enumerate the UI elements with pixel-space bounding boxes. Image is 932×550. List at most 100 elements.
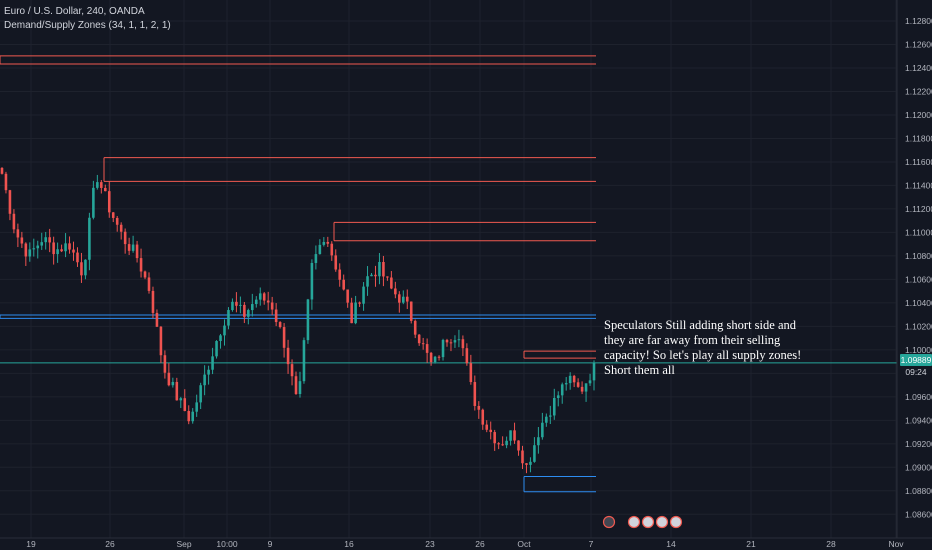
candle-body[interactable] xyxy=(453,340,457,343)
candle-body[interactable] xyxy=(556,395,560,398)
candle-body[interactable] xyxy=(302,340,306,382)
candle-body[interactable] xyxy=(8,190,12,214)
candle-body[interactable] xyxy=(155,312,159,327)
candle-body[interactable] xyxy=(580,386,584,392)
candle-body[interactable] xyxy=(48,237,51,243)
candle-body[interactable] xyxy=(282,327,286,348)
flag-icon[interactable] xyxy=(669,515,683,529)
candle-body[interactable] xyxy=(290,364,294,377)
candle-body[interactable] xyxy=(36,245,40,249)
candle-body[interactable] xyxy=(584,383,588,392)
candle-body[interactable] xyxy=(286,347,290,365)
candle-body[interactable] xyxy=(179,398,183,401)
candle-body[interactable] xyxy=(235,301,238,306)
candle-body[interactable] xyxy=(477,405,481,410)
candle-body[interactable] xyxy=(358,302,361,304)
candle-body[interactable] xyxy=(346,289,349,303)
candle-body[interactable] xyxy=(167,372,171,386)
candle-body[interactable] xyxy=(143,271,147,278)
candle-body[interactable] xyxy=(68,243,71,250)
candle-body[interactable] xyxy=(545,416,548,423)
candle-body[interactable] xyxy=(425,344,429,353)
candle-body[interactable] xyxy=(354,302,357,324)
candle-body[interactable] xyxy=(497,443,500,445)
candle-body[interactable] xyxy=(362,286,365,304)
candle-body[interactable] xyxy=(139,258,143,272)
candle-body[interactable] xyxy=(127,244,131,251)
price-axis[interactable]: 1.12800 1.12600 1.12400 1.12200 1.12000 1.118… xyxy=(905,16,932,519)
candle-body[interactable] xyxy=(4,173,8,191)
candle-body[interactable] xyxy=(560,384,564,396)
candle-body[interactable] xyxy=(398,294,401,303)
candle-body[interactable] xyxy=(521,450,524,464)
candle-body[interactable] xyxy=(111,212,115,218)
candle-body[interactable] xyxy=(52,242,55,255)
candle-body[interactable] xyxy=(314,254,318,263)
candle-body[interactable] xyxy=(576,382,580,387)
candle-body[interactable] xyxy=(80,262,83,276)
economic-event-icon[interactable] xyxy=(602,515,616,529)
candle-body[interactable] xyxy=(72,249,75,253)
candle-body[interactable] xyxy=(171,381,175,386)
candle-body[interactable] xyxy=(28,249,32,257)
candle-body[interactable] xyxy=(32,248,36,250)
candle-body[interactable] xyxy=(12,213,16,230)
candle-body[interactable] xyxy=(529,461,532,465)
candle-body[interactable] xyxy=(123,231,127,245)
candle-body[interactable] xyxy=(258,293,262,300)
candle-body[interactable] xyxy=(564,383,568,385)
candle-body[interactable] xyxy=(243,304,246,317)
event-icons[interactable] xyxy=(602,515,683,529)
candle-body[interactable] xyxy=(231,301,234,311)
candle-body[interactable] xyxy=(88,217,91,260)
candle-body[interactable] xyxy=(187,410,191,422)
candle-body[interactable] xyxy=(326,241,330,244)
candle-body[interactable] xyxy=(572,375,576,383)
candle-body[interactable] xyxy=(469,363,473,383)
candle-body[interactable] xyxy=(40,242,44,246)
candle-body[interactable] xyxy=(394,288,397,295)
indicator-title[interactable]: Demand/Supply Zones (34, 1, 1, 2, 1) xyxy=(4,20,171,31)
candle-body[interactable] xyxy=(445,339,449,343)
candle-body[interactable] xyxy=(96,182,99,188)
candle-body[interactable] xyxy=(199,385,202,403)
candle-body[interactable] xyxy=(60,249,63,252)
candle-body[interactable] xyxy=(274,309,278,323)
candle-body[interactable] xyxy=(421,343,425,345)
candle-body[interactable] xyxy=(366,276,369,287)
candle-body[interactable] xyxy=(350,302,353,324)
candle-body[interactable] xyxy=(449,342,453,344)
candle-body[interactable] xyxy=(100,182,103,188)
candle-body[interactable] xyxy=(278,322,282,328)
flag-icon[interactable] xyxy=(641,515,655,529)
candle-body[interactable] xyxy=(322,241,326,245)
candle-body[interactable] xyxy=(215,341,218,357)
candle-body[interactable] xyxy=(107,191,111,213)
candle-body[interactable] xyxy=(159,326,163,356)
candle-body[interactable] xyxy=(20,237,24,244)
candle-body[interactable] xyxy=(151,290,155,313)
candle-body[interactable] xyxy=(473,382,477,406)
candle-body[interactable] xyxy=(239,304,242,306)
candle-body[interactable] xyxy=(147,277,151,291)
candle-body[interactable] xyxy=(481,409,485,425)
candle-body[interactable] xyxy=(223,325,226,336)
candle-body[interactable] xyxy=(568,375,572,384)
candle-body[interactable] xyxy=(247,310,250,317)
chart-annotation[interactable]: Speculators Still adding short side and … xyxy=(604,318,802,377)
candle-body[interactable] xyxy=(254,299,258,305)
candle-body[interactable] xyxy=(310,262,314,300)
candle-body[interactable] xyxy=(342,279,345,290)
candle-body[interactable] xyxy=(16,229,20,238)
candle-body[interactable] xyxy=(441,339,445,358)
candle-body[interactable] xyxy=(334,255,338,270)
candle-body[interactable] xyxy=(251,304,254,311)
candle-body[interactable] xyxy=(429,352,433,363)
candle-body[interactable] xyxy=(409,301,413,321)
candle-body[interactable] xyxy=(552,397,556,416)
candle-body[interactable] xyxy=(461,339,465,349)
candle-body[interactable] xyxy=(588,380,592,384)
candle-body[interactable] xyxy=(390,277,393,289)
candle-body[interactable] xyxy=(266,300,270,303)
